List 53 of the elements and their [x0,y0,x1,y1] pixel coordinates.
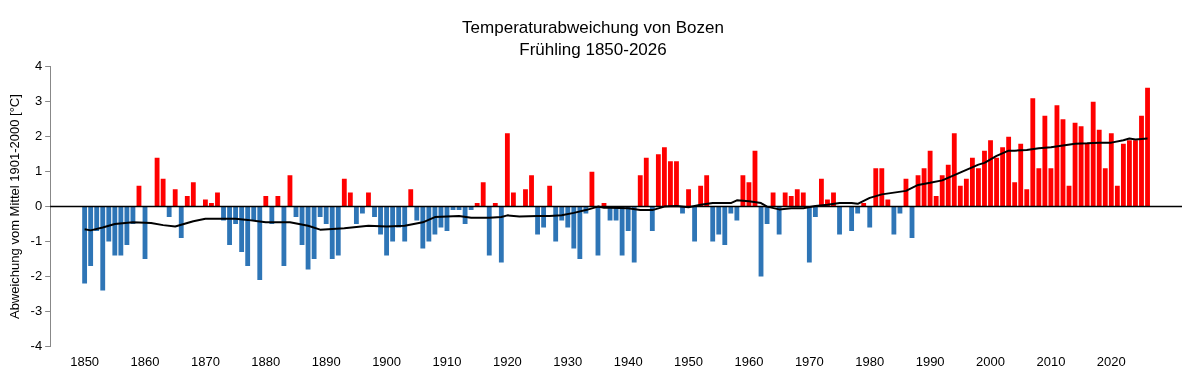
y-tick-label: 2 [34,128,43,144]
y-tick-label: -4 [30,337,43,353]
bar [861,203,867,207]
bar [498,207,504,263]
bar [275,196,281,207]
bar [172,189,178,207]
x-tick-label: 1970 [794,353,824,369]
bar [492,203,498,207]
chart-title: Temperaturabweichung von Bozen [462,17,724,37]
y-tick-label: 1 [34,163,43,179]
bar [837,207,842,235]
bar [263,196,269,207]
bar [366,192,371,207]
x-tick-label: 2020 [1096,353,1126,369]
x-tick-label: 1960 [734,353,764,369]
y-tick-label: -3 [30,303,43,319]
bar [770,192,776,207]
x-tick-label: 1870 [190,353,220,369]
x-tick-label: 1850 [70,353,100,369]
x-tick-label: 2000 [976,353,1005,369]
x-tick-label: 1880 [251,353,281,369]
bar [692,207,698,242]
bar [178,207,184,239]
bar [686,189,691,207]
y-tick-label: 3 [34,93,43,109]
bar [649,207,655,232]
x-tick-label: 1910 [432,353,462,369]
x-tick-label: 2010 [1036,353,1066,369]
x-tick-label: 1890 [311,353,341,369]
bar [740,175,746,207]
bar [166,207,172,218]
y-tick-label: 4 [34,58,43,74]
x-tick-label: 1980 [855,353,885,369]
bar [776,207,782,235]
y-axis-title: Abweichung vom Mittel 1901-2000 [°C] [7,94,23,320]
x-tick-label: 1950 [674,353,704,369]
x-tick-label: 1930 [553,353,583,369]
x-tick-label: 1940 [613,353,643,369]
bar [897,207,903,214]
x-tick-label: 1860 [130,353,160,369]
chart-subtitle: Frühling 1850-2026 [519,40,667,60]
bar [547,185,553,207]
bar [680,207,685,214]
x-tick-label: 1920 [492,353,522,369]
y-tick-label: -2 [30,268,43,284]
y-tick-label: -1 [30,233,43,249]
y-tick-label: 0 [34,198,43,214]
bar [486,207,492,256]
bar [891,207,897,235]
bar [867,207,873,228]
bar [408,189,414,207]
x-tick-label: 1900 [372,353,402,369]
x-tick-label: 1990 [915,353,945,369]
